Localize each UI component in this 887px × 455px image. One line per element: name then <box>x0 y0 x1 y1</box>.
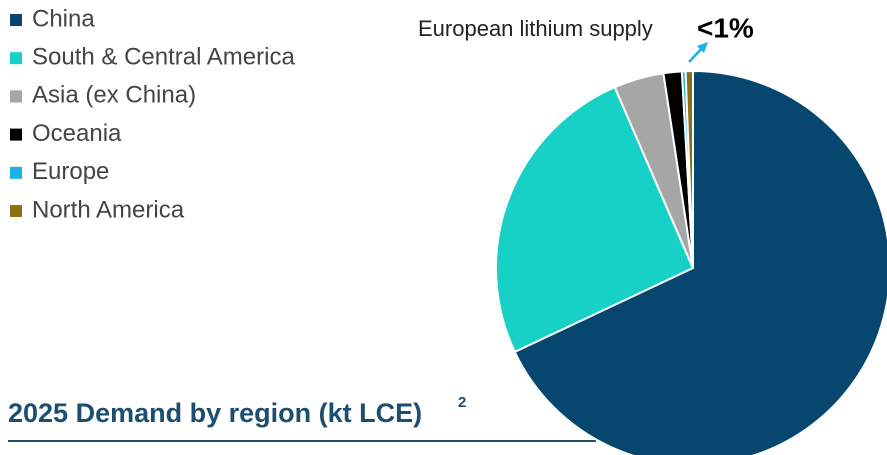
legend-swatch <box>10 14 22 26</box>
legend-label: China <box>32 5 95 32</box>
pie-slice <box>495 85 695 354</box>
legend-swatch <box>10 52 22 65</box>
annotation-value: <1% <box>697 12 754 43</box>
legend-label: South & Central America <box>32 44 295 71</box>
legend-swatch <box>10 166 22 179</box>
legend-label: Asia (ex China) <box>32 82 196 109</box>
chart-title: 2025 Demand by region (kt LCE) <box>8 398 422 428</box>
annotation-arrowhead <box>697 42 708 53</box>
legend-swatch <box>10 128 22 141</box>
pie-slice <box>684 69 694 269</box>
pie-slice <box>513 69 887 455</box>
legend-label: North America <box>32 196 185 223</box>
annotation: European lithium supply <box>418 16 653 41</box>
title-superscript: 2 <box>458 394 466 411</box>
legend-label: Oceania <box>32 120 122 147</box>
legend-label: Europe <box>32 158 109 185</box>
legend-swatch <box>10 205 22 217</box>
legend-swatch <box>10 90 22 103</box>
